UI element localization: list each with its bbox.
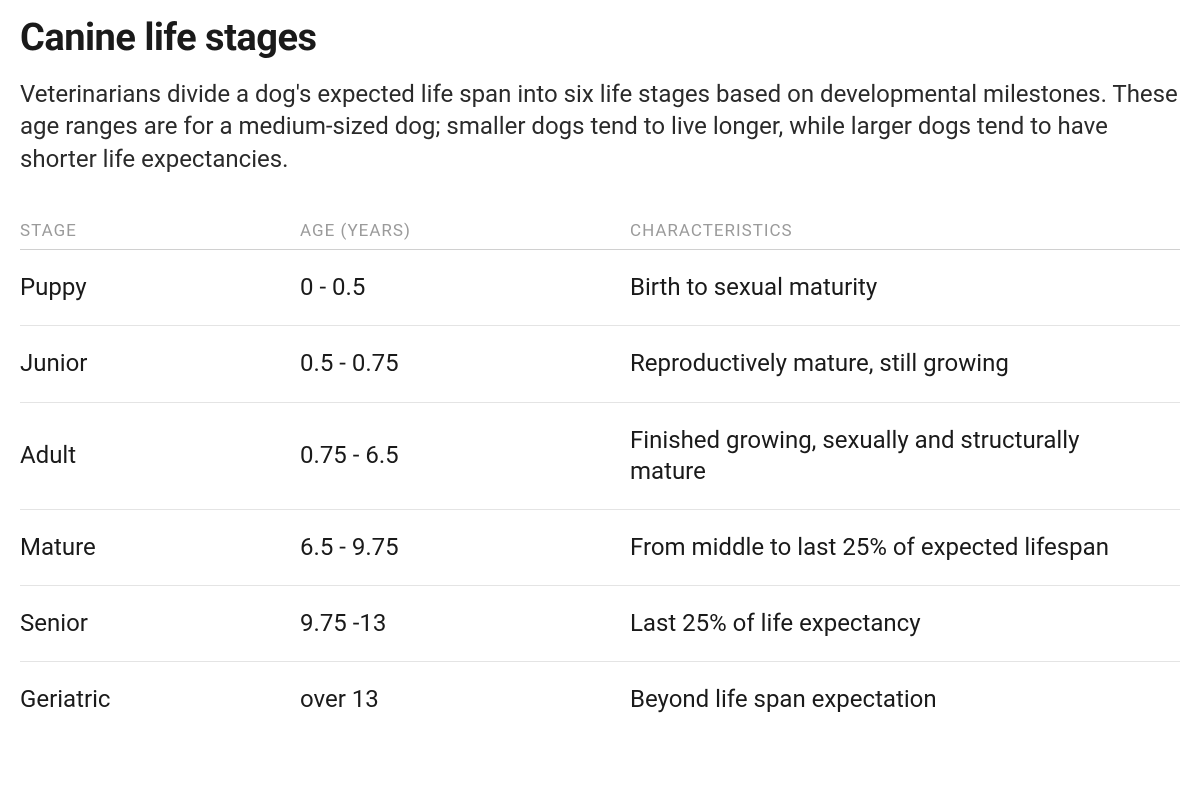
cell-characteristics: Reproductively mature, still growing (630, 348, 1180, 379)
cell-age: 0 - 0.5 (300, 272, 630, 303)
table-row: Adult 0.75 - 6.5 Finished growing, sexua… (20, 403, 1180, 510)
cell-stage: Senior (20, 608, 300, 639)
cell-age: 6.5 - 9.75 (300, 532, 630, 563)
table-row: Puppy 0 - 0.5 Birth to sexual maturity (20, 250, 1180, 326)
cell-stage: Adult (20, 440, 300, 471)
cell-characteristics: Beyond life span expectation (630, 684, 1180, 715)
table-row: Senior 9.75 -13 Last 25% of life expecta… (20, 586, 1180, 662)
cell-age: 0.75 - 6.5 (300, 440, 630, 471)
table-row: Junior 0.5 - 0.75 Reproductively mature,… (20, 326, 1180, 402)
cell-stage: Geriatric (20, 684, 300, 715)
cell-age: 9.75 -13 (300, 608, 630, 639)
cell-characteristics: Finished growing, sexually and structura… (630, 425, 1180, 487)
cell-stage: Junior (20, 348, 300, 379)
table-row: Geriatric over 13 Beyond life span expec… (20, 662, 1180, 737)
column-header-characteristics: CHARACTERISTICS (630, 221, 1180, 241)
life-stages-table: STAGE AGE (YEARS) CHARACTERISTICS Puppy … (20, 221, 1180, 737)
table-header-row: STAGE AGE (YEARS) CHARACTERISTICS (20, 221, 1180, 250)
page-description: Veterinarians divide a dog's expected li… (20, 78, 1180, 175)
cell-age: over 13 (300, 684, 630, 715)
cell-characteristics: Birth to sexual maturity (630, 272, 1180, 303)
column-header-age: AGE (YEARS) (300, 221, 630, 241)
table-row: Mature 6.5 - 9.75 From middle to last 25… (20, 510, 1180, 586)
cell-characteristics: Last 25% of life expectancy (630, 608, 1180, 639)
cell-age: 0.5 - 0.75 (300, 348, 630, 379)
cell-stage: Mature (20, 532, 300, 563)
cell-characteristics: From middle to last 25% of expected life… (630, 532, 1180, 563)
cell-stage: Puppy (20, 272, 300, 303)
page-title: Canine life stages (20, 16, 1180, 60)
column-header-stage: STAGE (20, 221, 300, 241)
